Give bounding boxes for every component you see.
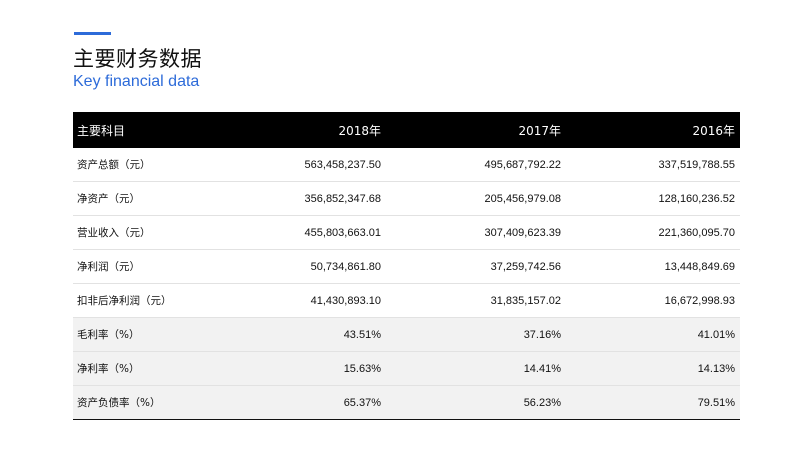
cell-2016: 128,160,236.52 — [566, 181, 740, 216]
column-header-2016: 2016年 — [566, 112, 740, 148]
row-label: 净资产（元） — [73, 181, 208, 216]
page-title: 主要财务数据 — [73, 47, 202, 71]
cell-2018: 43.51% — [208, 317, 386, 352]
cell-2016: 41.01% — [566, 317, 740, 352]
title-accent-bar — [74, 32, 111, 35]
column-header-subject: 主要科目 — [73, 112, 208, 148]
table-row: 净资产（元） 356,852,347.68 205,456,979.08 128… — [73, 181, 740, 216]
cell-2017: 205,456,979.08 — [386, 181, 566, 216]
cell-2018: 65.37% — [208, 385, 386, 420]
cell-2017: 31,835,157.02 — [386, 283, 566, 318]
cell-2016: 337,519,788.55 — [566, 148, 740, 182]
cell-2018: 15.63% — [208, 351, 386, 386]
table-row: 营业收入（元） 455,803,663.01 307,409,623.39 22… — [73, 215, 740, 250]
cell-2016: 79.51% — [566, 385, 740, 420]
table-row: 扣非后净利润（元） 41,430,893.10 31,835,157.02 16… — [73, 283, 740, 318]
cell-2018: 563,458,237.50 — [208, 148, 386, 182]
cell-2017: 307,409,623.39 — [386, 215, 566, 250]
cell-2018: 50,734,861.80 — [208, 249, 386, 284]
cell-2016: 221,360,095.70 — [566, 215, 740, 250]
cell-2016: 13,448,849.69 — [566, 249, 740, 284]
table-row: 净利率（%） 15.63% 14.41% 14.13% — [73, 351, 740, 386]
column-header-2018: 2018年 — [208, 112, 386, 148]
row-label: 营业收入（元） — [73, 215, 208, 250]
cell-2018: 455,803,663.01 — [208, 215, 386, 250]
cell-2016: 16,672,998.93 — [566, 283, 740, 318]
row-label: 扣非后净利润（元） — [73, 283, 208, 318]
column-header-2017: 2017年 — [386, 112, 566, 148]
table-row: 资产总额（元） 563,458,237.50 495,687,792.22 33… — [73, 148, 740, 182]
row-label: 毛利率（%） — [73, 317, 208, 352]
table-body: 资产总额（元） 563,458,237.50 495,687,792.22 33… — [73, 148, 740, 420]
cell-2017: 495,687,792.22 — [386, 148, 566, 182]
cell-2017: 37,259,742.56 — [386, 249, 566, 284]
row-label: 净利率（%） — [73, 351, 208, 386]
cell-2018: 41,430,893.10 — [208, 283, 386, 318]
cell-2017: 56.23% — [386, 385, 566, 420]
row-label: 资产负债率（%） — [73, 385, 208, 420]
table-row: 净利润（元） 50,734,861.80 37,259,742.56 13,44… — [73, 249, 740, 284]
cell-2016: 14.13% — [566, 351, 740, 386]
table-header: 主要科目 2018年 2017年 2016年 — [73, 112, 740, 148]
table-row: 毛利率（%） 43.51% 37.16% 41.01% — [73, 317, 740, 352]
cell-2018: 356,852,347.68 — [208, 181, 386, 216]
table-header-row: 主要科目 2018年 2017年 2016年 — [73, 112, 740, 148]
row-label: 净利润（元） — [73, 249, 208, 284]
cell-2017: 14.41% — [386, 351, 566, 386]
cell-2017: 37.16% — [386, 317, 566, 352]
row-label: 资产总额（元） — [73, 148, 208, 182]
financial-data-table: 主要科目 2018年 2017年 2016年 资产总额（元） 563,458,2… — [73, 112, 740, 420]
page-subtitle: Key financial data — [73, 73, 200, 90]
table-row: 资产负债率（%） 65.37% 56.23% 79.51% — [73, 385, 740, 420]
